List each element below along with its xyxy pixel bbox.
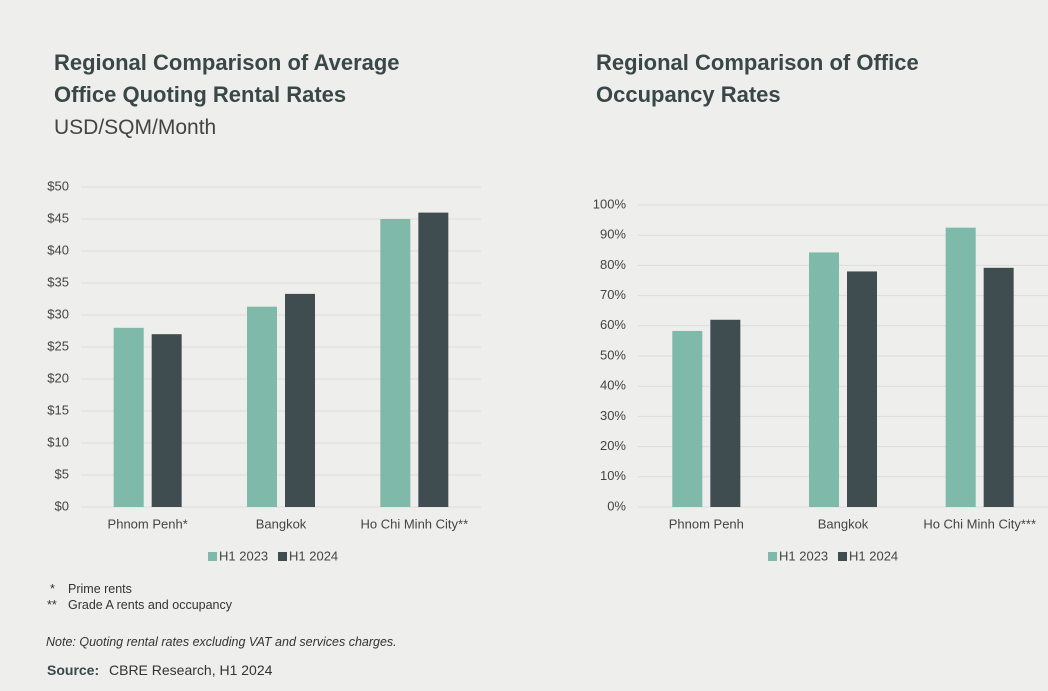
y-tick-label: 20% bbox=[600, 438, 626, 453]
y-tick-label: 80% bbox=[600, 257, 626, 272]
y-tick-label: 90% bbox=[600, 227, 626, 242]
y-tick-label: $10 bbox=[47, 434, 69, 449]
bar bbox=[285, 293, 315, 507]
bar bbox=[380, 219, 411, 507]
source-text: CBRE Research, H1 2024 bbox=[109, 662, 273, 678]
y-tick-label: 10% bbox=[600, 468, 626, 483]
bar bbox=[809, 252, 839, 507]
y-tick-label: $35 bbox=[47, 274, 69, 289]
bar bbox=[672, 330, 703, 507]
y-tick-label: 40% bbox=[600, 378, 626, 393]
legend-swatch bbox=[208, 552, 217, 561]
legend-label: H1 2023 bbox=[779, 548, 828, 563]
y-tick-label: 60% bbox=[600, 317, 626, 332]
chart-title: Regional Comparison of Office Occupancy … bbox=[596, 50, 919, 107]
y-tick-label: 100% bbox=[593, 196, 627, 211]
bar bbox=[945, 227, 976, 507]
y-tick-label: $25 bbox=[47, 338, 69, 353]
legend-swatch bbox=[278, 552, 287, 561]
y-tick-label: 30% bbox=[600, 408, 626, 423]
x-tick-label: Ho Chi Minh City** bbox=[361, 516, 469, 531]
bar bbox=[710, 319, 741, 507]
source-label: Source: bbox=[47, 662, 100, 678]
y-tick-label: 0% bbox=[607, 498, 626, 513]
note: Note: Quoting rental rates excluding VAT… bbox=[46, 635, 397, 649]
y-tick-label: 70% bbox=[600, 287, 626, 302]
legend-swatch bbox=[768, 552, 777, 561]
x-tick-label: Phnom Penh bbox=[669, 516, 744, 531]
chart-title: Regional Comparison of Average Office Qu… bbox=[54, 50, 400, 107]
bar bbox=[247, 306, 277, 507]
footnote-mark: ** bbox=[47, 598, 57, 612]
bar bbox=[418, 212, 449, 507]
bar bbox=[151, 334, 182, 507]
legend-label: H1 2024 bbox=[289, 548, 338, 563]
chart-subtitle: USD/SQM/Month bbox=[54, 116, 217, 139]
y-tick-label: $15 bbox=[47, 402, 69, 417]
x-tick-label: Bangkok bbox=[818, 516, 869, 531]
bar bbox=[113, 327, 144, 507]
y-tick-label: $20 bbox=[47, 370, 69, 385]
y-tick-label: $45 bbox=[47, 210, 69, 225]
y-tick-label: $30 bbox=[47, 306, 69, 321]
y-tick-label: 50% bbox=[600, 347, 626, 362]
x-tick-label: Phnom Penh* bbox=[108, 516, 188, 531]
y-tick-label: $0 bbox=[55, 498, 69, 513]
footnote-mark: * bbox=[50, 582, 55, 596]
footnote-text: Prime rents bbox=[68, 582, 132, 596]
bar bbox=[847, 271, 877, 507]
legend-label: H1 2024 bbox=[849, 548, 898, 563]
bar bbox=[983, 267, 1014, 507]
footnote-text: Grade A rents and occupancy bbox=[68, 598, 232, 612]
y-tick-label: $50 bbox=[47, 178, 69, 193]
y-tick-label: $40 bbox=[47, 242, 69, 257]
y-tick-label: $5 bbox=[55, 466, 69, 481]
legend-label: H1 2023 bbox=[219, 548, 268, 563]
legend-swatch bbox=[838, 552, 847, 561]
x-tick-label: Bangkok bbox=[256, 516, 307, 531]
x-tick-label: Ho Chi Minh City*** bbox=[923, 516, 1036, 531]
